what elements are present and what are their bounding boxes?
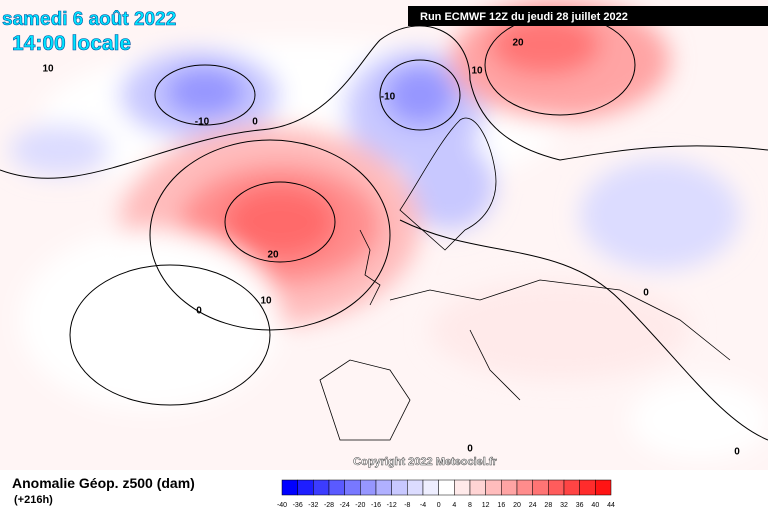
colorbar: -40 -36 -32 -28 -24 -20 -16 -12 -8 -4 0 4 8 12 16 20 24 2… — [277, 479, 615, 509]
colorbar-tick: 4 — [452, 502, 456, 509]
colorbar-swatch — [281, 479, 298, 496]
colorbar-tick: 20 — [513, 502, 521, 509]
lead-time: (+216h) — [14, 494, 53, 506]
colorbar-tick: -16 — [371, 502, 381, 509]
colorbar-swatch — [297, 479, 314, 496]
colorbar-tick: -36 — [293, 502, 303, 509]
colorbar-swatch — [328, 479, 345, 496]
colorbar-swatch — [485, 479, 502, 496]
contour-label: 0 — [467, 444, 473, 455]
contour-label: 10 — [42, 64, 54, 75]
colorbar-tick: 0 — [437, 502, 441, 509]
colorbar-tick: 8 — [468, 502, 472, 509]
colorbar-tick: 40 — [591, 502, 599, 509]
colorbar-tick: -20 — [355, 502, 365, 509]
colorbar-swatch — [360, 479, 377, 496]
contour-label: 20 — [512, 38, 524, 49]
anomaly-field — [10, 0, 768, 460]
colorbar-tick: 16 — [497, 502, 505, 509]
legend-title: Anomalie Géop. z500 (dam) — [12, 475, 195, 491]
colorbar-tick: 28 — [544, 502, 552, 509]
colorbar-swatch — [469, 479, 486, 496]
colorbar-tick: 24 — [529, 502, 537, 509]
colorbar-swatch — [438, 479, 455, 496]
colorbar-tick: 32 — [560, 502, 568, 509]
colorbar-swatch — [391, 479, 408, 496]
contour-label: 0 — [252, 117, 258, 128]
colorbar-tick: -12 — [387, 502, 397, 509]
contour-label: 10 — [260, 296, 272, 307]
colorbar-tick: -8 — [404, 502, 410, 509]
colorbar-swatch — [563, 479, 580, 496]
contour-label: 20 — [267, 250, 279, 261]
colorbar-swatch — [595, 479, 612, 496]
colorbar-tick: -24 — [340, 502, 350, 509]
colorbar-swatch — [344, 479, 361, 496]
date-title: samedi 6 août 2022 — [2, 9, 176, 30]
colorbar-swatch — [422, 479, 439, 496]
contour-label: 0 — [734, 447, 740, 458]
contour-label: 0 — [196, 306, 202, 317]
colorbar-tick: 36 — [576, 502, 584, 509]
colorbar-swatch — [548, 479, 565, 496]
colorbar-swatch — [516, 479, 533, 496]
colorbar-tick: -4 — [420, 502, 426, 509]
colorbar-tick: -32 — [308, 502, 318, 509]
copyright: Copyright 2022 Meteociel.fr — [353, 456, 497, 468]
contour-label: 0 — [643, 288, 649, 299]
run-banner — [408, 6, 768, 26]
coastlines — [319, 117, 731, 441]
colorbar-tick: 12 — [482, 502, 490, 509]
colorbar-swatch — [532, 479, 549, 496]
contours — [0, 14, 768, 441]
contour-label: -10 — [195, 117, 210, 128]
colorbar-tick: -40 — [277, 502, 287, 509]
run-text: Run ECMWF 12Z du jeudi 28 juillet 2022 — [420, 11, 628, 23]
colorbar-swatch — [501, 479, 518, 496]
colorbar-tick: -28 — [324, 502, 334, 509]
time-title: 14:00 locale — [12, 32, 131, 55]
colorbar-tick: 44 — [607, 502, 615, 509]
colorbar-swatch — [579, 479, 596, 496]
colorbar-swatch — [407, 479, 424, 496]
colorbar-swatch — [375, 479, 392, 496]
colorbar-swatch — [454, 479, 471, 496]
colorbar-swatch — [313, 479, 330, 496]
contour-label: -10 — [381, 92, 396, 103]
contour-label: 10 — [471, 66, 483, 77]
